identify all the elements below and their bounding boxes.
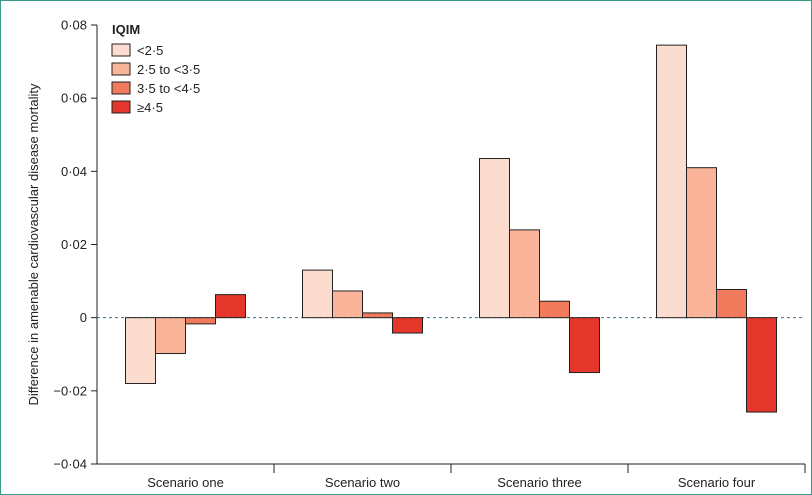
bar [656, 44, 687, 319]
axes: −0·04 −0·02 0 0·02 0·04 0·06 0·08 Difference in… [26, 18, 806, 490]
y-tick-label: −0·02 [53, 383, 87, 398]
bar [362, 312, 393, 319]
bars [125, 44, 777, 413]
legend-swatch [111, 81, 131, 95]
x-tick-label: Scenario three [497, 475, 582, 490]
bar [215, 294, 246, 319]
bar [332, 290, 363, 319]
y-tick-label: 0·04 [61, 164, 87, 179]
bar [302, 269, 333, 319]
x-tick-label: Scenario two [325, 475, 400, 490]
bar [479, 158, 510, 319]
y-axis-title: Difference in amenable cardiovascular di… [26, 83, 41, 406]
y-tick-label: 0·08 [61, 18, 87, 33]
bar [539, 300, 570, 319]
y-tick-label: 0·02 [61, 237, 87, 252]
bar [746, 317, 777, 413]
legend-label: 2·5 to <3·5 [137, 62, 200, 77]
x-tick-label: Scenario one [147, 475, 224, 490]
y-tick-label: −0·04 [53, 457, 87, 472]
legend-label: <2·5 [137, 43, 163, 58]
legend: IQIM <2·5 2·5 to <3·5 3·5 to <4·5 ≥4·5 [111, 22, 200, 115]
legend-swatch [111, 100, 131, 114]
legend-label: ≥4·5 [137, 100, 163, 115]
bar [185, 317, 216, 325]
bar [686, 167, 717, 319]
x-tick-label: Scenario four [678, 475, 756, 490]
legend-swatch [111, 43, 131, 57]
bar [509, 229, 540, 319]
y-tick-label: 0·06 [61, 91, 87, 106]
legend-swatch [111, 62, 131, 76]
bar [569, 317, 600, 374]
legend-title: IQIM [112, 22, 140, 37]
bar [716, 288, 747, 319]
legend-label: 3·5 to <4·5 [137, 81, 200, 96]
bar [392, 317, 423, 334]
bar [155, 317, 186, 355]
y-tick-label: 0 [80, 310, 87, 325]
bar [125, 317, 156, 385]
